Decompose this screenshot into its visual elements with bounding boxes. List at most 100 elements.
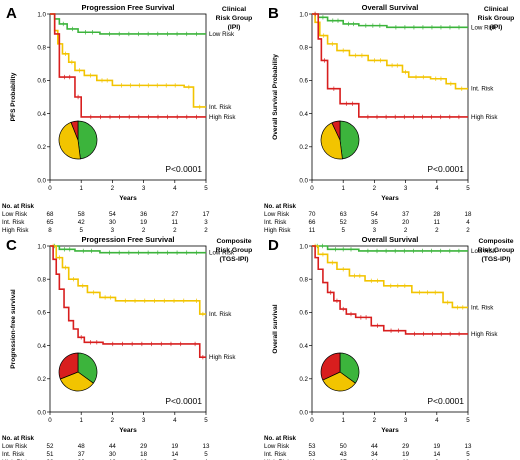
risk-row-label: Low Risk xyxy=(264,211,290,218)
y-tick-label: 0.0 xyxy=(37,409,46,416)
legend-title-line: Clinical xyxy=(222,6,246,13)
risk-row-label: Low Risk xyxy=(264,443,290,450)
risk-count: 11 xyxy=(434,219,441,226)
risk-count: 58 xyxy=(78,211,85,218)
pie-slice-low xyxy=(339,352,360,384)
x-tick-label: 2 xyxy=(111,417,115,424)
x-tick-label: 3 xyxy=(404,417,408,424)
p-value: P<0.0001 xyxy=(427,396,464,406)
chart-title: Overall Survival xyxy=(362,235,419,244)
risk-count: 11 xyxy=(309,227,316,234)
legend-title-line: (IPI) xyxy=(490,24,503,31)
risk-count: 44 xyxy=(109,443,116,450)
risk-count: 48 xyxy=(78,443,85,450)
x-axis-label: Years xyxy=(119,427,137,434)
risk-count: 29 xyxy=(140,443,147,450)
plot-frame xyxy=(311,245,469,413)
y-tick-label: 1.0 xyxy=(37,243,46,250)
legend-title-line: (IPI) xyxy=(228,24,241,31)
risk-count: 3 xyxy=(373,227,377,234)
y-tick-label: 0.0 xyxy=(299,177,308,184)
panel-letter: C xyxy=(6,237,17,254)
risk-count: 30 xyxy=(109,451,116,458)
y-axis-label: Overall Survival Probability xyxy=(272,54,279,140)
x-axis-label: Years xyxy=(381,427,399,434)
risk-count: 53 xyxy=(309,443,316,450)
risk-count: 35 xyxy=(371,219,378,226)
risk-count: 52 xyxy=(47,443,54,450)
panel-b: B Overall Survival Clinical Risk Group (IPI)… xyxy=(264,3,514,234)
risk-count: 19 xyxy=(433,443,440,450)
y-tick-label: 0.4 xyxy=(37,343,46,350)
x-tick-label: 5 xyxy=(466,417,470,424)
x-axis-label: Years xyxy=(119,195,137,202)
x-axis-label: Years xyxy=(381,195,399,202)
censor-marks-low xyxy=(316,243,460,254)
panel-a: A Progression Free Survival Clinical Risk G… xyxy=(2,3,252,234)
risk-count: 2 xyxy=(142,227,146,234)
km-curve-high xyxy=(312,245,468,335)
risk-count: 28 xyxy=(433,211,440,218)
panel-d: D Overall Survival Composite Risk Group (TGS… xyxy=(264,235,514,460)
x-tick-label: 5 xyxy=(204,417,208,424)
risk-table-title: No. at Risk xyxy=(264,435,297,442)
risk-row-label: High Risk xyxy=(2,227,29,234)
y-axis-label: Progression-free survival xyxy=(10,289,17,369)
series-label-int: Int. Risk xyxy=(209,311,232,318)
x-tick-label: 1 xyxy=(341,417,345,424)
risk-count: 4 xyxy=(466,219,470,226)
risk-table-title: No. at Risk xyxy=(2,435,35,442)
pie-slice-high xyxy=(70,120,79,141)
panel-letter: D xyxy=(268,237,279,254)
y-tick-label: 0.0 xyxy=(37,177,46,184)
risk-count: 3 xyxy=(204,219,208,226)
risk-count: 20 xyxy=(402,219,409,226)
x-tick-label: 5 xyxy=(466,185,470,192)
risk-row-label: Int. Risk xyxy=(2,219,25,226)
risk-count: 53 xyxy=(309,451,316,458)
risk-count: 29 xyxy=(402,443,409,450)
panel-letter: A xyxy=(6,5,17,22)
risk-count: 52 xyxy=(340,219,347,226)
x-tick-label: 3 xyxy=(142,417,146,424)
pie-slice-int xyxy=(59,371,94,392)
chart-title: Overall Survival xyxy=(362,3,419,12)
risk-count: 2 xyxy=(404,227,408,234)
legend-title-line: Clinical xyxy=(484,6,508,13)
x-tick-label: 2 xyxy=(111,185,115,192)
risk-row-label: Low Risk xyxy=(2,443,28,450)
legend-title-line: Risk Group xyxy=(216,15,253,22)
risk-count: 2 xyxy=(173,227,177,234)
legend-title-line: (TGS-IPI) xyxy=(481,256,510,263)
y-tick-label: 0.0 xyxy=(299,409,308,416)
x-tick-label: 1 xyxy=(79,417,83,424)
x-tick-label: 4 xyxy=(173,185,177,192)
x-tick-label: 4 xyxy=(173,417,177,424)
risk-count: 34 xyxy=(371,451,378,458)
risk-count: 36 xyxy=(140,211,147,218)
pie-slice-high xyxy=(320,352,341,381)
y-axis-label: PFS Probability xyxy=(10,72,17,121)
legend-title-line: Risk Group xyxy=(478,15,515,22)
y-tick-label: 0.2 xyxy=(299,144,308,151)
pie-slice-low xyxy=(339,120,360,160)
pie-chart xyxy=(58,352,98,392)
risk-count: 19 xyxy=(402,451,409,458)
censor-marks-int xyxy=(323,33,463,91)
risk-count: 19 xyxy=(140,219,147,226)
x-tick-label: 0 xyxy=(310,185,314,192)
x-tick-label: 1 xyxy=(341,185,345,192)
series-label-high: High Risk xyxy=(471,114,498,121)
risk-count: 63 xyxy=(340,211,347,218)
risk-count: 37 xyxy=(402,211,409,218)
series-label-low: Low Risk xyxy=(471,24,497,31)
series-label-high: High Risk xyxy=(209,354,236,361)
pie-slice-int xyxy=(58,121,81,160)
risk-count: 11 xyxy=(172,219,179,226)
risk-count: 42 xyxy=(78,219,85,226)
series-label-low: Low Risk xyxy=(209,31,235,38)
series-label-int: Int. Risk xyxy=(471,86,494,93)
y-tick-label: 0.8 xyxy=(37,277,46,284)
series-label-high: High Risk xyxy=(209,114,236,121)
x-tick-label: 0 xyxy=(310,417,314,424)
